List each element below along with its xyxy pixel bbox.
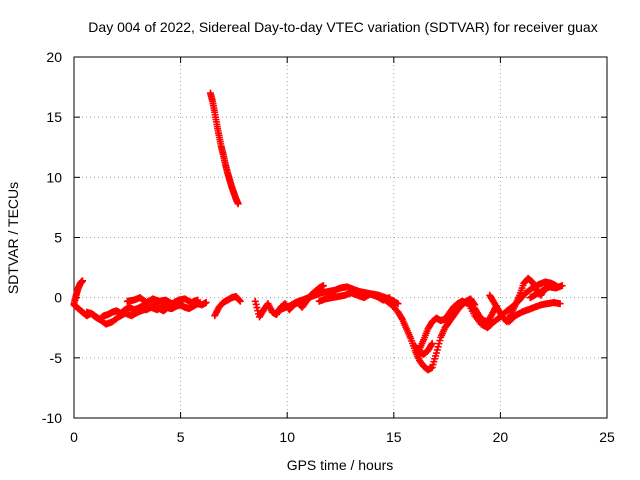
data-point [194, 296, 202, 304]
x-tick-label: 20 [493, 429, 509, 445]
data-point [234, 200, 242, 208]
series-arc-f [211, 292, 244, 320]
x-tick-label: 10 [279, 429, 295, 445]
series-arc-p [526, 282, 566, 302]
y-tick-label: 15 [46, 109, 62, 125]
series-arc-l [411, 339, 436, 358]
series-arc-e [206, 89, 242, 208]
y-tick-label: 0 [54, 290, 62, 306]
y-tick-label: -10 [42, 410, 62, 426]
data-point [428, 339, 436, 347]
x-tick-label: 0 [70, 429, 78, 445]
data-point [236, 297, 244, 305]
series-arc-a [70, 277, 87, 308]
y-tick-label: 5 [54, 230, 62, 246]
x-tick-label: 15 [386, 429, 402, 445]
data-point [319, 282, 327, 290]
y-tick-labels: -10 -5 0 5 10 15 20 [42, 49, 62, 426]
y-tick-label: 20 [46, 49, 62, 65]
grid [74, 57, 607, 418]
plot-frame [73, 56, 608, 419]
series-arc-o [505, 298, 564, 326]
series-arc-g [251, 282, 327, 321]
y-axis-title: SDTVAR / TECUs [5, 182, 21, 294]
x-tick-label: 25 [599, 429, 615, 445]
series-arc-c [83, 301, 180, 328]
data-point [79, 277, 87, 285]
chart-title: Day 004 of 2022, Sidereal Day-to-day VTE… [88, 19, 597, 35]
x-tick-labels: 0 5 10 15 20 25 [70, 429, 615, 445]
series-arc-d [123, 294, 202, 308]
data-point [235, 296, 243, 304]
data-points [70, 89, 566, 374]
series-arc-k [415, 297, 500, 353]
y-tick-label: -5 [50, 350, 63, 366]
data-point [394, 300, 402, 308]
x-tick-label: 5 [177, 429, 185, 445]
data-point [427, 341, 435, 349]
data-point [558, 282, 566, 290]
series-arc-j [381, 295, 479, 374]
data-point [202, 298, 210, 306]
axis-ticks [73, 56, 608, 419]
data-point [556, 300, 564, 308]
y-tick-label: 10 [46, 169, 62, 185]
x-axis-title: GPS time / hours [287, 457, 394, 473]
